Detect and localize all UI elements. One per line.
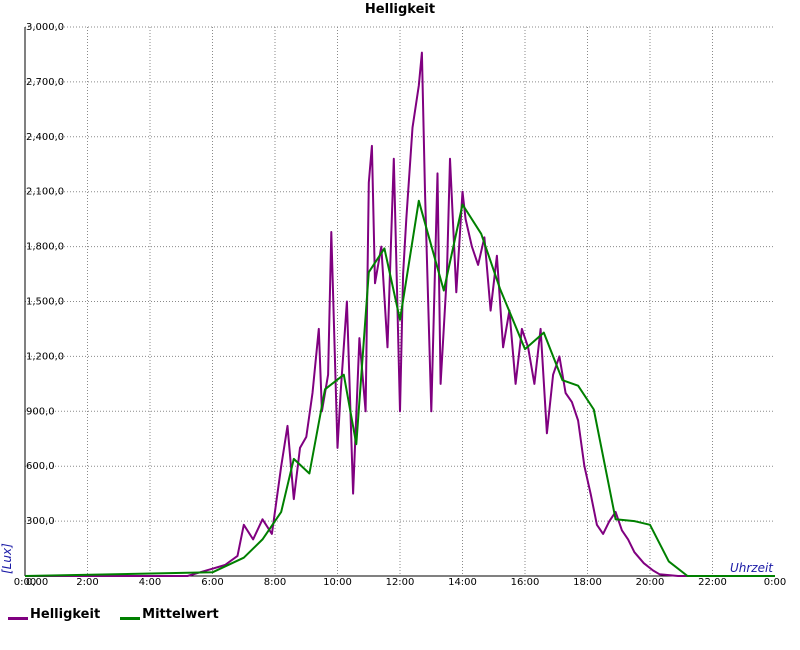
legend-swatch-mittelwert — [120, 617, 141, 620]
x-tick-label: 0:00 — [764, 577, 786, 588]
x-tick-label: 12:00 — [386, 577, 415, 588]
y-tick-label: 2,400,0 — [26, 132, 64, 143]
y-tick-label: 3,000,0 — [26, 22, 64, 33]
x-tick-labels: 0:00 2:00 4:00 6:00 8:00 10:00 12:00 14:00 16:00… — [14, 577, 786, 588]
series-line-helligkeit — [25, 51, 775, 577]
x-tick-label: 4:00 — [139, 577, 161, 588]
x-tick-label: 20:00 — [636, 577, 665, 588]
legend-label-mittelwert: Mittelwert — [142, 607, 219, 622]
grid — [25, 26, 775, 576]
series-line-mittelwert — [24, 199, 775, 577]
x-tick-label: 6:00 — [201, 577, 223, 588]
x-tick-label: 10:00 — [323, 577, 352, 588]
series-layer — [24, 51, 775, 577]
legend-label-helligkeit: Helligkeit — [30, 607, 101, 622]
y-tick-label: 0,00 — [26, 577, 48, 588]
y-tick-label: 1,200,0 — [26, 351, 64, 362]
legend-swatch-helligkeit — [8, 617, 28, 620]
y-tick-labels: 0,00 300,0 600,0 900,0 1,200,0 1,500,0 1,800,0… — [26, 22, 64, 588]
y-tick-label: 1,500,0 — [26, 297, 64, 308]
y-tick-label: 600,0 — [26, 461, 55, 472]
x-tick-label: 18:00 — [573, 577, 602, 588]
x-tick-label: 14:00 — [448, 577, 477, 588]
y-tick-label: 300,0 — [26, 516, 55, 527]
y-tick-label: 2,700,0 — [26, 77, 64, 88]
x-axis-label: Uhrzeit — [730, 561, 774, 575]
x-tick-label: 0:00 — [14, 577, 36, 588]
y-tick-label: 2,100,0 — [26, 187, 64, 198]
legend-item-mittelwert: Mittelwert — [120, 607, 219, 622]
legend: Helligkeit Mittelwert — [8, 607, 239, 622]
x-tick-label: 2:00 — [76, 577, 98, 588]
y-tick-label: 1,800,0 — [26, 242, 64, 253]
x-tick-label: 16:00 — [511, 577, 540, 588]
y-tick-label: 900,0 — [26, 406, 55, 417]
chart-title: Helligkeit — [365, 2, 435, 17]
y-axis-label: [Lux] — [0, 543, 14, 574]
x-tick-label: 8:00 — [264, 577, 286, 588]
legend-item-helligkeit: Helligkeit — [8, 607, 100, 622]
x-tick-label: 22:00 — [698, 577, 727, 588]
